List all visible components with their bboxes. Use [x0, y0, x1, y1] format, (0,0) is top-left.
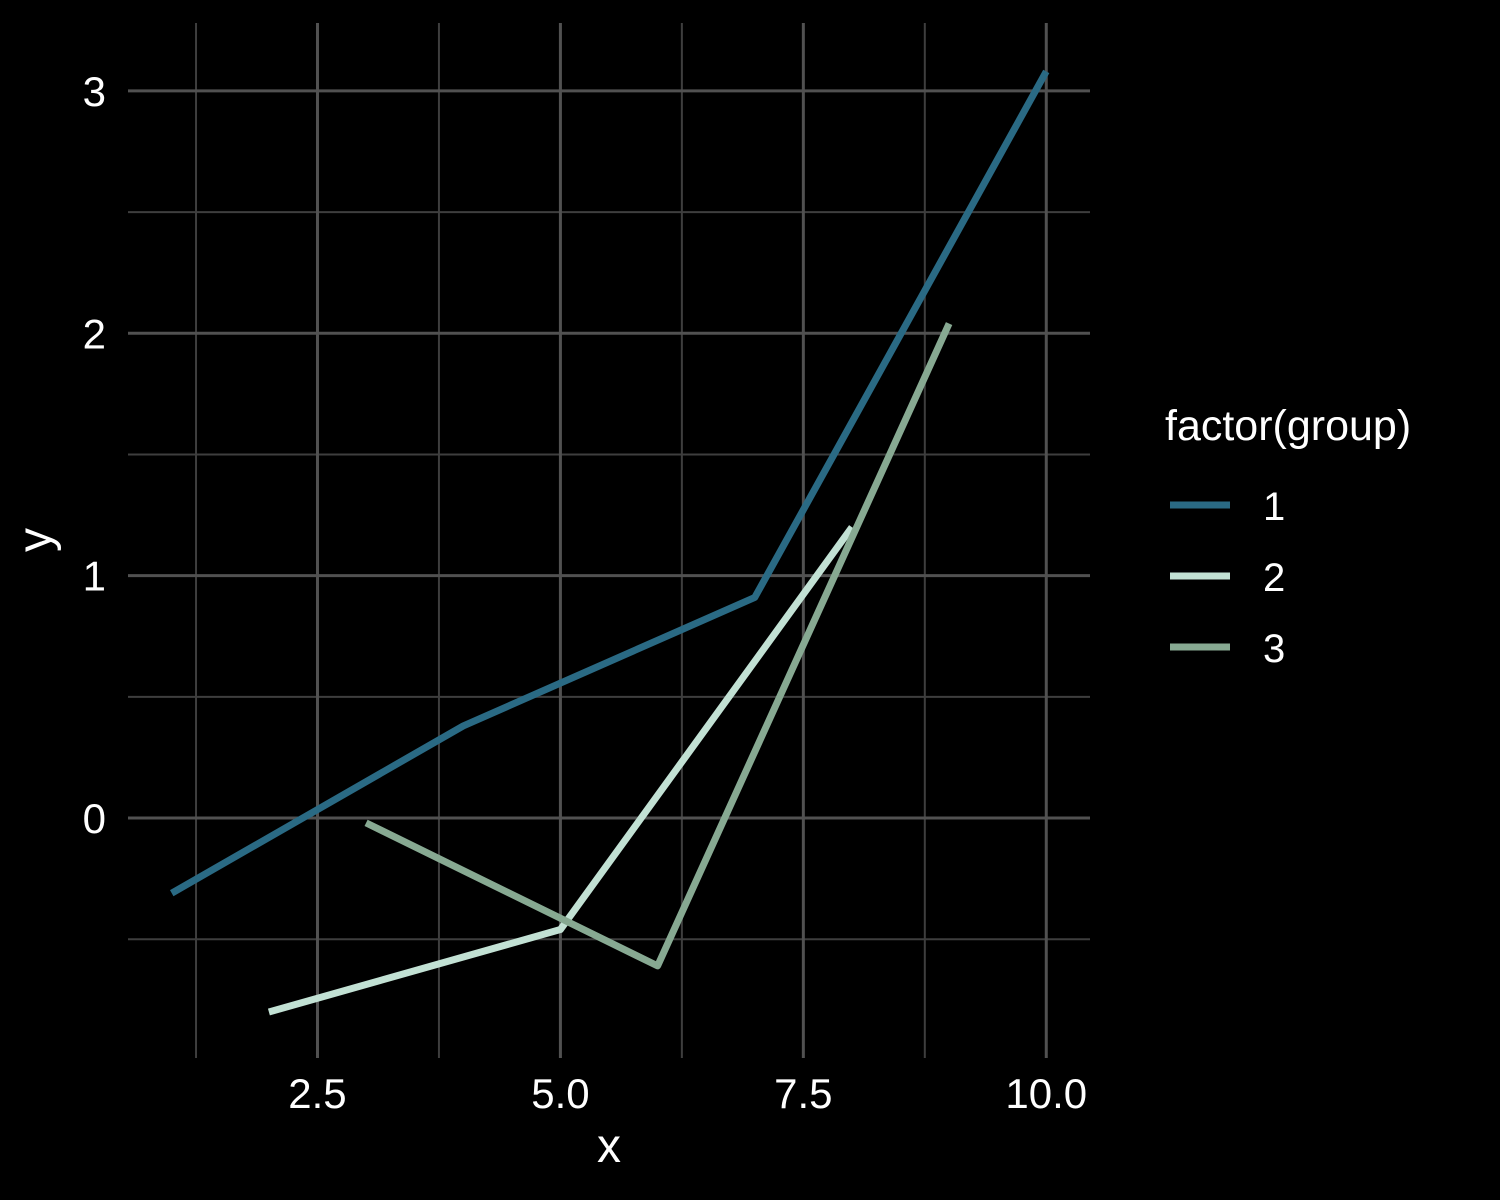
- legend-item-label: 1: [1263, 485, 1285, 529]
- y-axis-title: y: [9, 528, 62, 552]
- y-tick-label: 0: [83, 795, 106, 842]
- legend-items: 1 2 3: [1170, 485, 1285, 671]
- x-tick-label: 2.5: [288, 1070, 346, 1117]
- y-tick-label: 1: [83, 553, 106, 600]
- line-series-2: [267, 525, 855, 1016]
- legend-item: 1: [1170, 485, 1285, 529]
- x-axis-title: x: [597, 1120, 621, 1173]
- series-layer: [169, 69, 1050, 1016]
- x-tick-label: 10.0: [1005, 1070, 1087, 1117]
- legend: factor(group) 1 2 3: [1165, 402, 1411, 671]
- x-tick-label: 5.0: [531, 1070, 589, 1117]
- line-series-1: [169, 69, 1050, 897]
- legend-item: 3: [1170, 627, 1285, 671]
- x-tick-label: 7.5: [774, 1070, 832, 1117]
- legend-item-label: 2: [1263, 556, 1285, 600]
- legend-key-line: [1170, 501, 1230, 509]
- legend-key-line: [1170, 643, 1230, 651]
- grid-major-layer: [128, 23, 1090, 1058]
- y-tick-label: 3: [83, 68, 106, 115]
- y-axis-tick-labels: 0 1 2 3: [83, 68, 106, 842]
- legend-title: factor(group): [1165, 402, 1411, 450]
- x-axis-tick-labels: 2.5 5.0 7.5 10.0: [288, 1070, 1087, 1117]
- legend-item-label: 3: [1263, 627, 1285, 671]
- legend-item: 2: [1170, 556, 1285, 600]
- legend-key-line: [1170, 572, 1230, 580]
- grid-minor-layer: [128, 23, 1090, 1058]
- line-series-3: [364, 322, 953, 970]
- y-tick-label: 2: [83, 310, 106, 357]
